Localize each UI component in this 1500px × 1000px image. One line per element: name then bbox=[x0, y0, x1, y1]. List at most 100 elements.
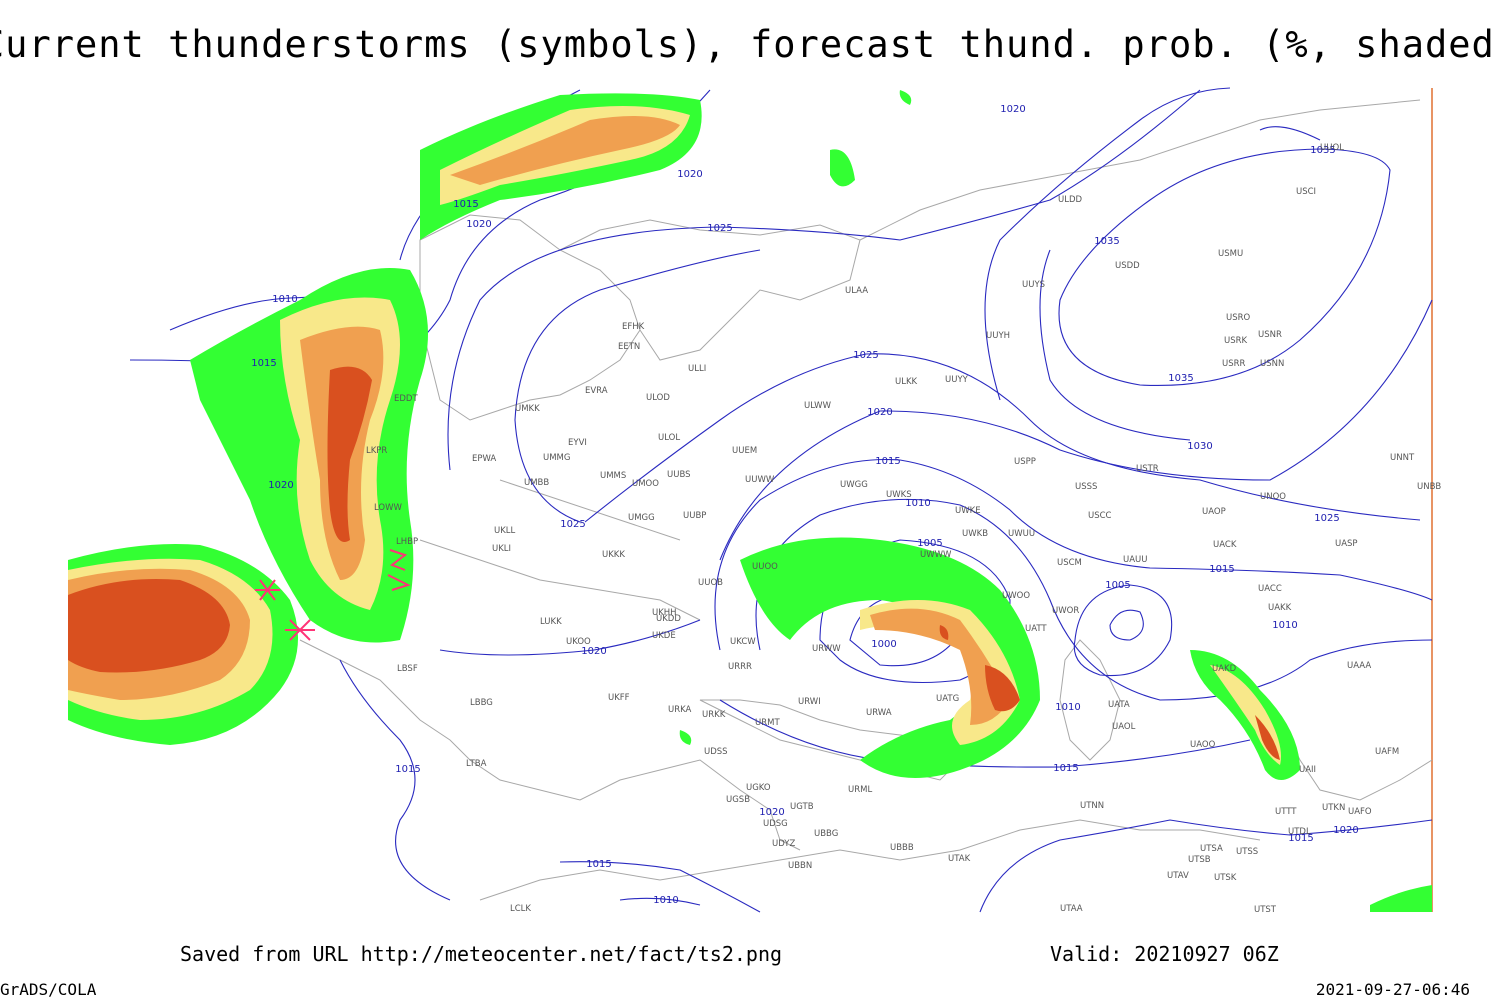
station-label: UNOO bbox=[1260, 492, 1286, 502]
station-label: UGKO bbox=[746, 783, 771, 793]
station-label: UUBP bbox=[683, 511, 706, 521]
station-label: UMBB bbox=[524, 478, 549, 488]
isobar-label: 1020 bbox=[466, 219, 491, 230]
station-label: UTAK bbox=[948, 854, 971, 864]
isobar-label: 1025 bbox=[707, 223, 732, 234]
station-label: URRR bbox=[728, 662, 752, 672]
station-label: UUYH bbox=[986, 331, 1010, 341]
station-label: USNN bbox=[1260, 359, 1284, 369]
isobar-label: 1005 bbox=[917, 538, 942, 549]
station-label: URML bbox=[848, 785, 872, 795]
station-label: UTDL bbox=[1288, 827, 1311, 837]
station-label: LKPR bbox=[366, 446, 387, 456]
station-label: LBBG bbox=[470, 698, 493, 708]
thunderstorm-symbols bbox=[255, 549, 411, 641]
station-label: LCLK bbox=[510, 904, 531, 914]
station-label: USSS bbox=[1075, 482, 1097, 492]
map: 1020 1020 1015 1020 1025 1035 1035 1010 1015 1025… bbox=[68, 87, 1441, 915]
isobar-label: 1015 bbox=[1209, 564, 1234, 575]
station-label: UTST bbox=[1254, 905, 1277, 915]
station-label: USDD bbox=[1115, 261, 1140, 271]
isobar-labels: 1020 1020 1015 1020 1025 1035 1035 1010 1015 1025… bbox=[251, 104, 1358, 906]
station-label: LTBA bbox=[466, 759, 487, 769]
station-label: UGSB bbox=[726, 795, 750, 805]
isobar-label: 1010 bbox=[653, 895, 678, 906]
station-label: UTSB bbox=[1188, 855, 1211, 865]
title: Current thunderstorms (symbols), forecas… bbox=[0, 23, 1500, 66]
isobar-label: 1020 bbox=[268, 480, 293, 491]
station-label: UKDE bbox=[652, 631, 676, 641]
station-label: ULAA bbox=[845, 286, 868, 296]
station-label: EPWA bbox=[472, 454, 496, 464]
station-label: UATT bbox=[1025, 624, 1047, 634]
station-label: LUKK bbox=[540, 617, 562, 627]
isobar-label: 1010 bbox=[1055, 702, 1080, 713]
software: GrADS/COLA bbox=[0, 980, 97, 999]
isobar-label: 1010 bbox=[272, 294, 297, 305]
station-label: UACK bbox=[1213, 540, 1237, 550]
station-label: UUOO bbox=[752, 562, 778, 572]
isobar-label: 1005 bbox=[1105, 580, 1130, 591]
isobar-label: 1020 bbox=[581, 646, 606, 657]
station-label: UTNN bbox=[1080, 801, 1104, 811]
station-label: UWKE bbox=[955, 506, 981, 516]
isobar-label: 1015 bbox=[586, 859, 611, 870]
station-label: URWI bbox=[798, 697, 821, 707]
station-label: EYVI bbox=[568, 438, 587, 448]
station-label: UTAV bbox=[1167, 871, 1189, 881]
isobar-label: 1020 bbox=[867, 407, 892, 418]
station-label: UUEM bbox=[732, 446, 757, 456]
isobar-label: 1000 bbox=[871, 639, 896, 650]
station-label: UNNT bbox=[1390, 453, 1415, 463]
station-labels: ULDD USDD USMU UUYS ULAA USRO USRK USNR EFHK EETN… bbox=[366, 143, 1441, 915]
station-label: URKK bbox=[702, 710, 726, 720]
source-url: Saved from URL http://meteocenter.net/fa… bbox=[180, 942, 782, 966]
station-label: UWOO bbox=[1002, 591, 1030, 601]
station-label: UAOL bbox=[1112, 722, 1136, 732]
station-label: UAFO bbox=[1348, 807, 1372, 817]
station-label: USCC bbox=[1088, 511, 1112, 521]
station-label: UWWW bbox=[920, 550, 952, 560]
station-label: UAAA bbox=[1347, 661, 1371, 671]
station-label: UUOL bbox=[1320, 143, 1344, 153]
station-label: UDYZ bbox=[772, 839, 795, 849]
station-label: UUOB bbox=[698, 578, 723, 588]
station-label: UKOO bbox=[566, 637, 591, 647]
isobar-label: 1025 bbox=[560, 519, 585, 530]
station-label: URKA bbox=[668, 705, 692, 715]
station-label: UTAA bbox=[1060, 904, 1083, 914]
station-label: USRO bbox=[1226, 313, 1251, 323]
station-label: UWOR bbox=[1052, 606, 1079, 616]
station-label: UGTB bbox=[790, 802, 814, 812]
station-label: LHBP bbox=[396, 537, 418, 547]
isobar-label: 1035 bbox=[1168, 373, 1193, 384]
station-label: UKLI bbox=[492, 544, 511, 554]
station-label: ULKK bbox=[895, 377, 918, 387]
station-label: UKCW bbox=[730, 637, 756, 647]
station-label: UMMS bbox=[600, 471, 626, 481]
station-label: UKHH bbox=[652, 608, 677, 618]
station-label: UAII bbox=[1299, 765, 1316, 775]
valid-time: Valid: 20210927 06Z bbox=[1050, 942, 1279, 966]
station-label: UKLL bbox=[494, 526, 516, 536]
isobar-label: 1025 bbox=[853, 350, 878, 361]
station-label: UMOO bbox=[632, 479, 659, 489]
station-label: UBBN bbox=[788, 861, 812, 871]
isobar-label: 1010 bbox=[905, 498, 930, 509]
station-label: UTSA bbox=[1200, 844, 1223, 854]
station-label: ULLI bbox=[688, 364, 706, 374]
station-label: USMU bbox=[1218, 249, 1243, 259]
station-label: UATG bbox=[936, 694, 959, 704]
station-label: UDSS bbox=[704, 747, 728, 757]
station-label: UWKS bbox=[886, 490, 912, 500]
station-label: UMKK bbox=[515, 404, 540, 414]
isobar-label: 1030 bbox=[1187, 441, 1212, 452]
station-label: UKKK bbox=[602, 550, 625, 560]
station-label: UWGG bbox=[840, 480, 868, 490]
isobar-label: 1020 bbox=[1333, 825, 1358, 836]
station-label: URWW bbox=[812, 644, 841, 654]
station-label: ULOL bbox=[658, 433, 680, 443]
station-label: EDDT bbox=[394, 394, 418, 404]
station-label: UUYY bbox=[945, 375, 969, 385]
station-label: ULOD bbox=[646, 393, 670, 403]
